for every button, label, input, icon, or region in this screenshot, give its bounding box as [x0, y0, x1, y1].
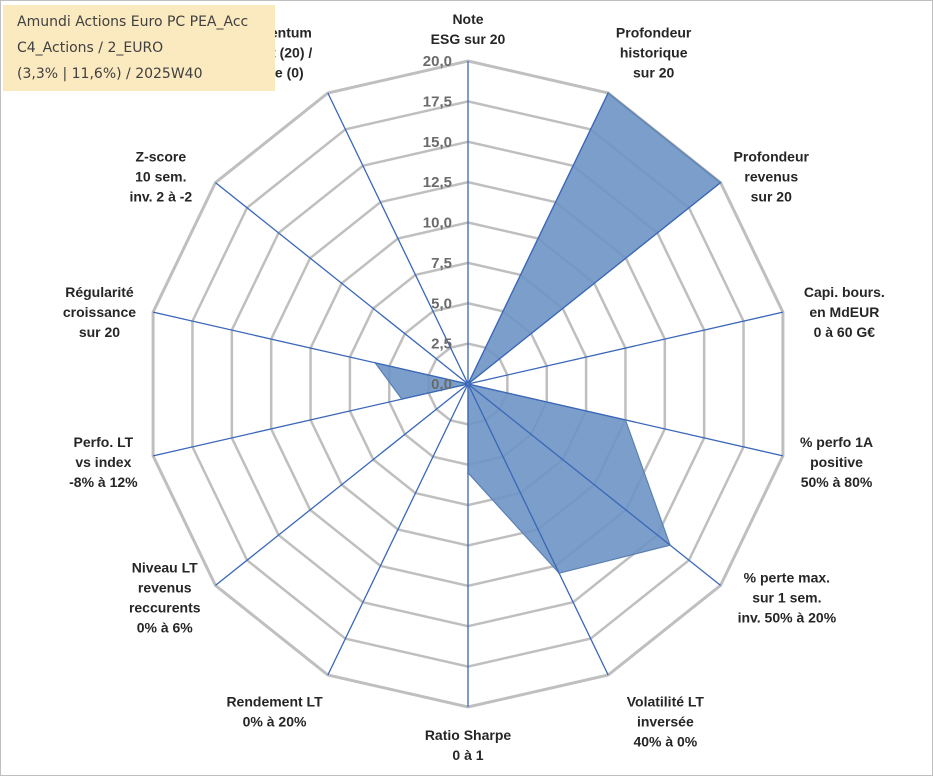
tick-label-1: 2,5 [431, 336, 452, 353]
axis-label-line: % perfo 1A [800, 434, 873, 450]
axis-label-5: % perte max. sur 1 sem. inv. 50% à 20% [738, 570, 837, 626]
axis-label-line: positive [810, 454, 863, 470]
fund-info-box: Amundi Actions Euro PC PEA_Acc C4_Action… [3, 5, 275, 91]
axis-label-line: Z-score [136, 148, 187, 164]
axis-label-line: historique [620, 44, 688, 60]
axis-label-line: vs index [75, 454, 131, 470]
axis-label-line: Capi. bours. [804, 284, 885, 300]
axis-label-line: sur 20 [79, 324, 120, 340]
axis-label-3: Capi. bours. en MdEUR 0 à 60 G€ [804, 284, 885, 340]
axis-label-line: -8% à 12% [69, 474, 138, 490]
data-point-7 [467, 471, 469, 474]
fund-category: C4_Actions / 2_EURO [17, 40, 164, 56]
axis-label-line: sur 1 sem. [752, 590, 821, 606]
axis-label-1: Profondeur historique sur 20 [616, 24, 692, 80]
axis-label-line: inversée [637, 714, 694, 730]
axis-label-line: inv. 2 à -2 [129, 188, 192, 204]
axis-label-line: inv. 50% à 20% [738, 610, 837, 626]
axis-spoke-11 [152, 311, 469, 385]
axis-spoke-10 [152, 383, 469, 457]
axis-label-line: Régularité [65, 284, 134, 300]
data-point-13 [467, 383, 469, 385]
axis-label-2: Profondeur revenus sur 20 [734, 148, 810, 204]
axis-label-12: Z-score 10 sem. inv. 2 à -2 [129, 148, 192, 204]
tick-label-6: 15,0 [423, 134, 452, 151]
axis-label-line: 0% à 20% [243, 714, 307, 730]
fund-period: (3,3% | 11,6%) / 2025W40 [17, 66, 203, 82]
axis-spoke-13 [327, 92, 469, 385]
axis-label-4: % perfo 1A positive 50% à 80% [800, 434, 873, 490]
axis-label-line: 10 sem. [135, 168, 186, 184]
tick-label-4: 10,0 [423, 215, 452, 232]
axis-label-8: Rendement LT 0% à 20% [226, 694, 323, 730]
axis-label-6: Volatilité LT inversée 40% à 0% [627, 694, 705, 750]
axis-spoke-8 [327, 383, 469, 676]
axis-label-line: sur 20 [751, 188, 792, 204]
axis-label-line: 0% à 6% [137, 620, 194, 636]
axis-label-line: Perfo. LT [74, 434, 134, 450]
axis-label-line: 50% à 80% [801, 474, 873, 490]
axis-spoke-1 [467, 92, 609, 385]
axis-spoke-2 [467, 182, 721, 385]
axis-label-0: Note ESG sur 20 [431, 11, 506, 47]
axis-spoke-12 [215, 182, 469, 385]
tick-label-7: 17,5 [423, 93, 452, 110]
axis-spoke-9 [215, 383, 469, 586]
axis-label-line: revenus [744, 168, 798, 184]
data-point-10 [400, 398, 403, 401]
axis-label-9: Niveau LT revenus reccurents 0% à 6% [129, 560, 201, 636]
axis-label-line: Niveau LT [132, 560, 198, 576]
tick-label-0: 0,0 [431, 376, 452, 393]
axis-label-7: Ratio Sharpe 0 à 1 [425, 727, 512, 763]
data-point-2 [719, 181, 722, 184]
axis-label-line: 0 à 60 G€ [814, 324, 876, 340]
axis-label-line: 0 à 1 [452, 747, 483, 763]
data-point-6 [558, 572, 561, 575]
axis-label-line: sur 20 [633, 64, 674, 80]
axis-label-11: Régularité croissance sur 20 [63, 284, 136, 340]
data-point-4 [624, 418, 627, 421]
axis-label-line: Ratio Sharpe [425, 727, 512, 743]
data-point-1 [607, 91, 610, 94]
axis-spoke-6 [467, 383, 609, 676]
axis-spoke-5 [467, 383, 721, 586]
tick-label-2: 5,0 [431, 295, 452, 312]
axis-label-line: en MdEUR [809, 304, 879, 320]
axis-label-line: reccurents [129, 600, 201, 616]
tick-label-3: 7,5 [431, 255, 452, 272]
axis-label-line: Rendement LT [226, 694, 323, 710]
data-point-5 [669, 544, 672, 547]
tick-label-5: 12,5 [423, 174, 452, 191]
axis-label-line: % perte max. [744, 570, 830, 586]
axis-label-line: Profondeur [734, 148, 810, 164]
fund-name: Amundi Actions Euro PC PEA_Acc [17, 14, 249, 30]
axis-label-line: Profondeur [616, 24, 692, 40]
axis-spoke-3 [467, 311, 784, 385]
axis-label-10: Perfo. LT vs index -8% à 12% [69, 434, 138, 490]
axis-label-line: revenus [138, 580, 192, 596]
data-series-polygon [374, 92, 722, 574]
data-point-11 [374, 361, 377, 364]
axis-label-line: Volatilité LT [627, 694, 705, 710]
axis-label-line: croissance [63, 304, 136, 320]
axis-label-line: 40% à 0% [633, 734, 697, 750]
tick-label-8: 20,0 [423, 53, 452, 70]
axis-label-line: Note [452, 11, 483, 27]
axis-label-line: ESG sur 20 [431, 31, 506, 47]
